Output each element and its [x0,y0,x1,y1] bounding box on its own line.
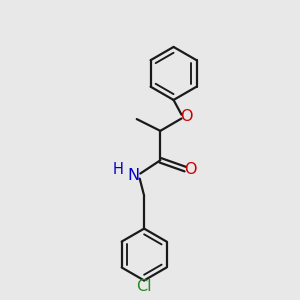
Text: H: H [112,162,123,177]
Text: N: N [128,167,140,182]
Text: O: O [184,162,197,177]
Text: O: O [181,109,193,124]
Text: Cl: Cl [136,279,152,294]
